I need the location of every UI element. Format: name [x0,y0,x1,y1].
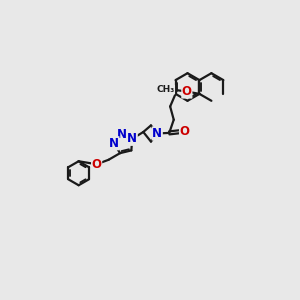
Text: O: O [179,125,190,138]
Text: CH₃: CH₃ [157,85,175,94]
Text: N: N [109,137,119,150]
Text: O: O [92,158,102,171]
Text: N: N [127,132,137,145]
Text: N: N [116,128,127,141]
Text: N: N [152,127,162,140]
Text: O: O [182,85,192,98]
